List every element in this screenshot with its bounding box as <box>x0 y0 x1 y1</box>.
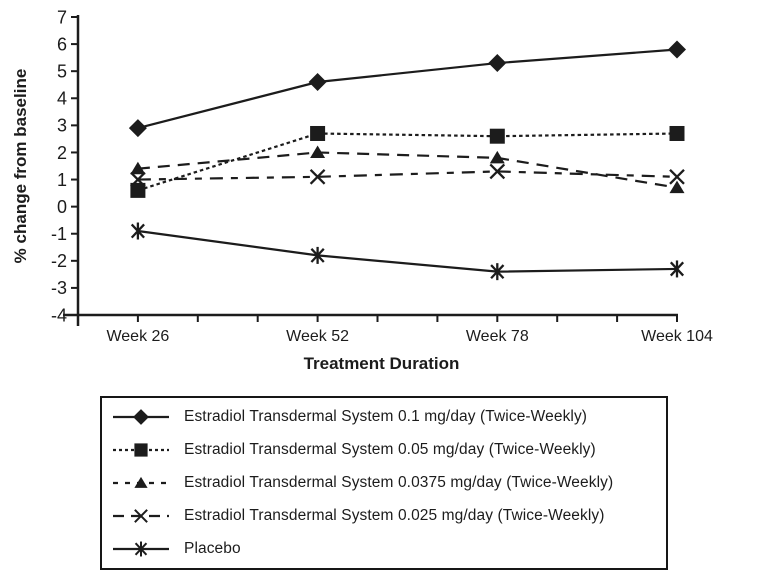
y-tick-label: -1 <box>51 224 67 244</box>
x-tick-label: Week 52 <box>286 328 349 345</box>
y-tick-label: -4 <box>51 305 67 325</box>
marker-triangle-icon <box>134 476 148 488</box>
y-tick-label: 5 <box>57 61 67 81</box>
legend-label: Estradiol Transdermal System 0.025 mg/da… <box>184 507 605 525</box>
marker-diamond-icon <box>308 73 327 92</box>
marker-asterisk-icon <box>130 222 145 240</box>
marker-diamond-icon <box>668 40 686 59</box>
x-tick-label: Week 26 <box>106 328 169 345</box>
x-tick-label: Week 78 <box>466 328 529 345</box>
marker-diamond-icon <box>133 408 149 425</box>
marker-triangle-icon <box>669 180 685 194</box>
marker-square-icon <box>134 443 148 457</box>
marker-triangle-icon <box>310 145 326 158</box>
legend-sample-x <box>113 509 169 524</box>
marker-triangle-icon <box>489 150 505 164</box>
y-tick-label: 7 <box>57 7 67 27</box>
marker-x-icon <box>669 169 685 185</box>
series-markers <box>128 40 686 281</box>
series-line-square <box>137 132 678 192</box>
series-lines <box>137 48 678 273</box>
legend-item: Placebo <box>110 533 666 566</box>
marker-asterisk-icon <box>490 263 505 281</box>
x-axis-title: Treatment Duration <box>304 354 460 373</box>
series-line-triangle <box>137 151 678 189</box>
legend-sample-square <box>113 443 169 457</box>
legend-item: Estradiol Transdermal System 0.05 mg/day… <box>110 433 666 466</box>
marker-diamond-icon <box>488 54 507 73</box>
legend-label: Estradiol Transdermal System 0.1 mg/day … <box>184 407 588 425</box>
marker-diamond-icon <box>128 119 147 138</box>
marker-square-icon <box>310 125 326 141</box>
marker-square-icon <box>669 125 685 141</box>
legend-item: Estradiol Transdermal System 0.1 mg/day … <box>110 400 666 433</box>
y-tick-label: -3 <box>51 278 67 298</box>
marker-x-icon <box>489 163 506 180</box>
y-tick-label: 0 <box>57 197 67 217</box>
legend-sample-triangle <box>113 476 169 488</box>
series-line-asterisk <box>137 229 678 273</box>
legend-label: Estradiol Transdermal System 0.0375 mg/d… <box>184 474 614 491</box>
marker-x-icon <box>309 169 326 185</box>
y-tick-label: 1 <box>57 170 67 190</box>
y-tick-label: 2 <box>57 143 67 163</box>
marker-square-icon <box>130 182 146 198</box>
legend-label: Estradiol Transdermal System 0.05 mg/day… <box>184 440 596 458</box>
series-line-x <box>137 170 678 181</box>
y-tick-label: 6 <box>57 34 67 54</box>
y-tick-label: -2 <box>51 251 67 271</box>
marker-x-icon <box>134 509 148 524</box>
legend-label: Placebo <box>184 540 241 558</box>
legend: Estradiol Transdermal System 0.1 mg/day … <box>100 396 668 570</box>
line-chart: 7 6 5 4 3 2 1 0 -1 -2 -3 -4 Week 26 Week 52 Week 78 Wee… <box>11 7 713 373</box>
axes: 7 6 5 4 3 2 1 0 -1 -2 -3 -4 Week 26 Week 52 Week 78 Wee… <box>51 7 713 345</box>
marker-triangle-icon <box>130 161 146 175</box>
y-tick-label: 3 <box>57 116 67 136</box>
legend-sample-asterisk <box>113 541 169 557</box>
legend-item: Estradiol Transdermal System 0.0375 mg/d… <box>110 466 666 499</box>
legend-sample-diamond <box>113 408 169 425</box>
legend-item: Estradiol Transdermal System 0.025 mg/da… <box>110 500 666 533</box>
marker-asterisk-icon <box>669 260 685 278</box>
x-tick-label: Week 104 <box>641 328 713 345</box>
series-line-diamond <box>137 48 678 130</box>
marker-square-icon <box>489 128 505 144</box>
y-axis-title: % change from baseline <box>11 69 30 264</box>
y-tick-label: 4 <box>57 89 67 109</box>
marker-asterisk-icon <box>134 541 148 557</box>
marker-asterisk-icon <box>310 246 325 264</box>
